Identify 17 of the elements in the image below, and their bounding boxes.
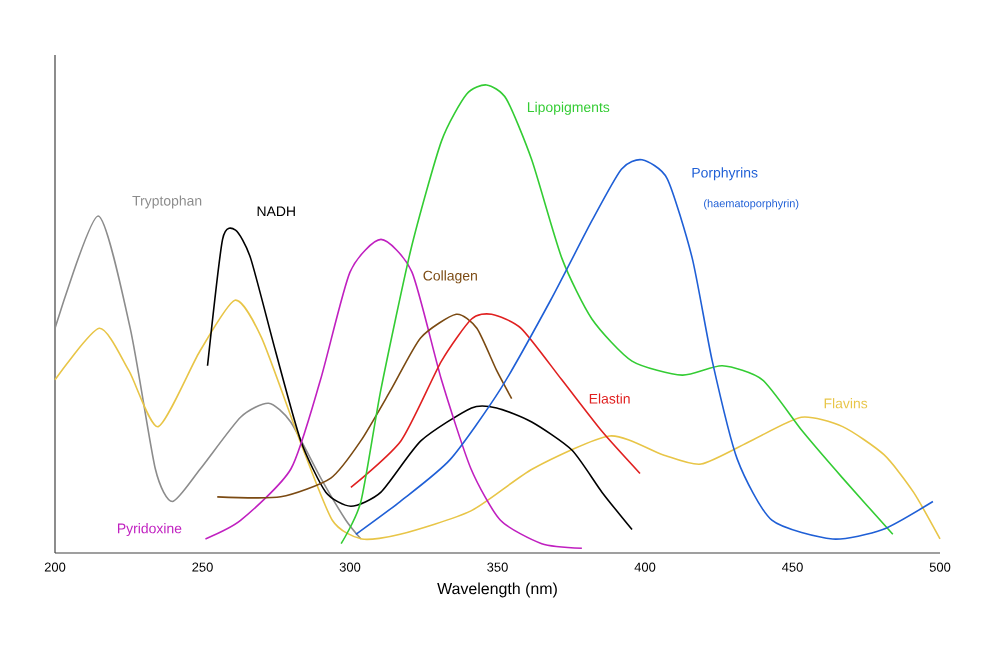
text: Tryptophan	[132, 195, 202, 209]
annotation: (haematoporphyrin)	[704, 199, 799, 210]
series-label: Porphyrins	[692, 167, 758, 181]
x-tick-label: 350	[487, 562, 508, 572]
x-tick-label: 400	[634, 562, 656, 572]
x-tick-label: 300	[339, 562, 361, 572]
series-label: Elastin	[589, 393, 630, 404]
x-tick-label: 200	[44, 562, 66, 572]
series-label: Flavins	[824, 398, 868, 409]
series-label: Lipopigments	[527, 101, 610, 115]
x-tick-label: 500	[929, 562, 951, 572]
x-axis-title: Wavelength (nm)	[437, 582, 557, 598]
x-tick-label: 450	[782, 562, 803, 572]
text: Collagen	[423, 270, 477, 284]
x-tick-label: 250	[192, 562, 213, 572]
series-label: Pyridoxine	[117, 523, 182, 537]
series-label: NADH	[257, 206, 295, 217]
